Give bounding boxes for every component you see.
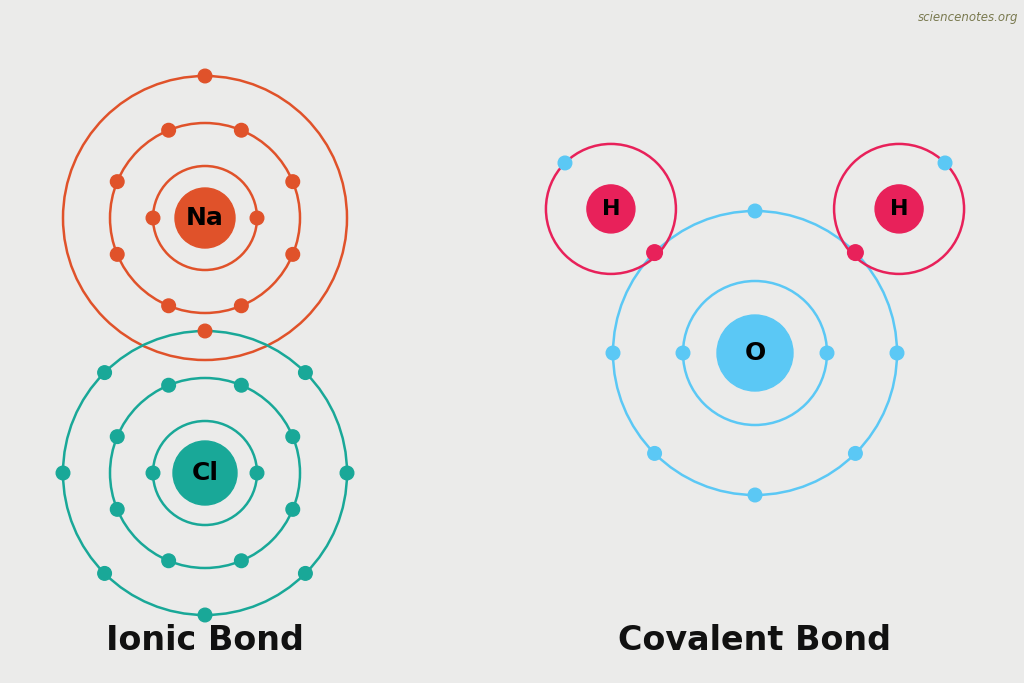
Circle shape (234, 378, 248, 392)
Circle shape (97, 366, 112, 379)
Circle shape (162, 124, 175, 137)
Text: H: H (890, 199, 908, 219)
Circle shape (111, 175, 124, 189)
Circle shape (647, 245, 663, 260)
Circle shape (717, 315, 793, 391)
Circle shape (876, 185, 923, 233)
Text: Na: Na (186, 206, 224, 230)
Circle shape (234, 299, 248, 313)
Text: O: O (744, 341, 766, 365)
Circle shape (749, 488, 762, 502)
Circle shape (890, 346, 904, 360)
Circle shape (97, 567, 112, 581)
Circle shape (175, 188, 234, 248)
Circle shape (340, 466, 354, 479)
Circle shape (111, 430, 124, 443)
Circle shape (848, 245, 863, 260)
Circle shape (111, 503, 124, 516)
Circle shape (558, 156, 571, 170)
Circle shape (286, 247, 300, 261)
Circle shape (286, 175, 300, 189)
Circle shape (938, 156, 952, 170)
Circle shape (849, 447, 862, 460)
Circle shape (286, 430, 300, 443)
Circle shape (820, 346, 834, 360)
Circle shape (606, 346, 620, 360)
Text: Covalent Bond: Covalent Bond (618, 624, 892, 658)
Text: sciencenotes.org: sciencenotes.org (918, 11, 1018, 24)
Text: Cl: Cl (191, 461, 218, 485)
Circle shape (162, 299, 175, 313)
Circle shape (199, 324, 212, 338)
Circle shape (234, 124, 248, 137)
Circle shape (173, 441, 237, 505)
Circle shape (587, 185, 635, 233)
Circle shape (299, 567, 312, 581)
Circle shape (162, 378, 175, 392)
Circle shape (250, 466, 264, 479)
Circle shape (749, 204, 762, 218)
Circle shape (676, 346, 690, 360)
Circle shape (648, 447, 662, 460)
Circle shape (146, 211, 160, 225)
Circle shape (56, 466, 70, 479)
Circle shape (234, 554, 248, 568)
Circle shape (162, 554, 175, 568)
Text: H: H (602, 199, 621, 219)
Circle shape (146, 466, 160, 479)
Circle shape (250, 211, 264, 225)
Text: Ionic Bond: Ionic Bond (106, 624, 304, 658)
Circle shape (286, 503, 300, 516)
Circle shape (299, 366, 312, 379)
Circle shape (111, 247, 124, 261)
Circle shape (199, 608, 212, 622)
Circle shape (199, 69, 212, 83)
